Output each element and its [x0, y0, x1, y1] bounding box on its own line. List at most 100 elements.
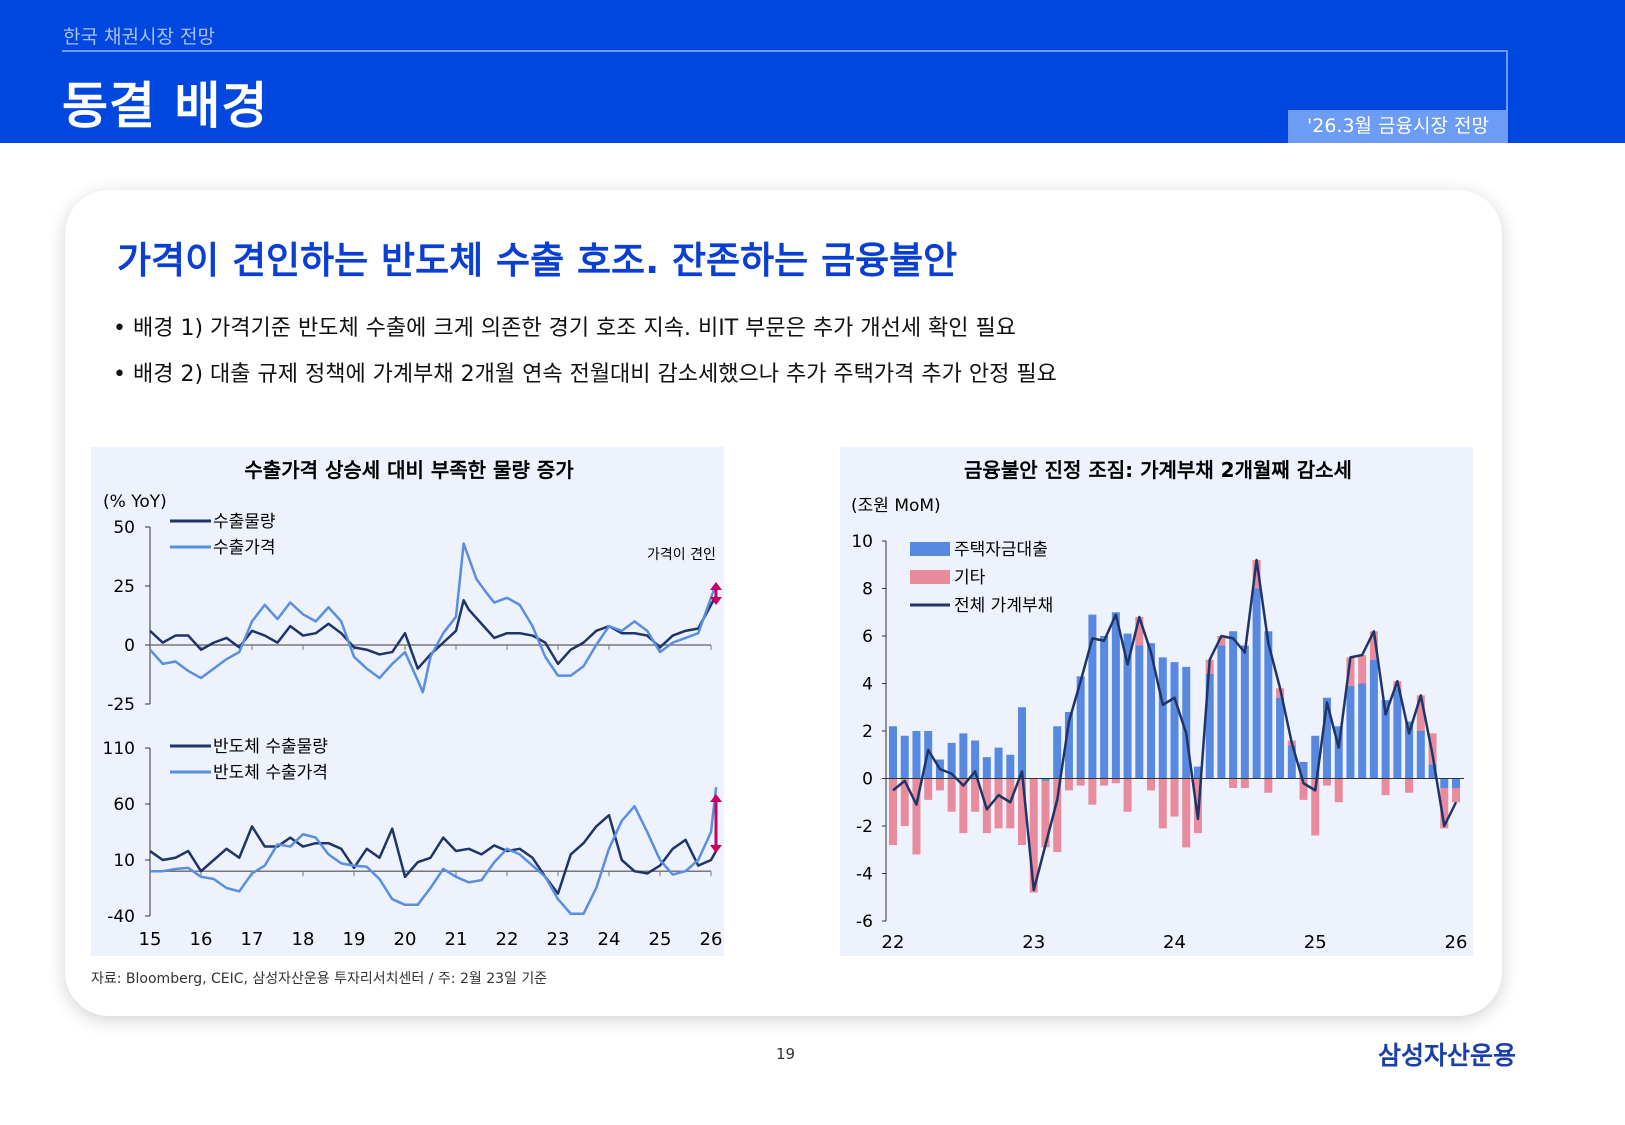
arrow-head-icon: [710, 597, 722, 605]
y-axis-unit: (% YoY): [103, 492, 167, 512]
header-bar: 한국 채권시장 전망 동결 배경 '26.3월 금융시장 전망: [0, 0, 1625, 143]
bar-housing-loan: [1299, 761, 1308, 779]
x-tick-label: 15: [139, 929, 162, 950]
bar-housing-loan: [1088, 614, 1097, 779]
y-tick-label: -25: [107, 695, 135, 715]
bar-housing-loan: [1405, 721, 1414, 779]
legend-swatch: [910, 542, 950, 556]
bar-other: [1053, 778, 1062, 853]
chart-title: 수출가격 상승세 대비 부족한 물량 증가: [244, 458, 574, 482]
y-tick-label: 60: [113, 795, 135, 815]
bar-housing-loan: [1416, 731, 1425, 779]
x-tick-label: 23: [1022, 932, 1045, 953]
bar-housing-loan: [1358, 683, 1367, 779]
bar-other: [1135, 617, 1144, 646]
header-divider: [62, 50, 1508, 52]
x-tick-label: 17: [241, 929, 264, 950]
bar-housing-loan: [1111, 612, 1120, 779]
legend-label: 기타: [954, 568, 986, 588]
bullet-2: • 배경 2) 대출 규제 정책에 가계부채 2개월 연속 전월대비 감소세했으…: [113, 362, 1057, 387]
x-tick-label: 21: [445, 929, 468, 950]
bar-housing-loan: [1452, 778, 1460, 788]
bar-other: [959, 778, 968, 834]
bar-housing-loan: [1264, 631, 1273, 779]
legend-label: 반도체 수출가격: [213, 763, 328, 783]
bar-housing-loan: [1147, 643, 1156, 779]
y-tick-label: -4: [856, 865, 873, 885]
chart-title: 금융불안 진정 조짐: 가계부채 2개월째 감소세: [964, 458, 1352, 482]
bar-other: [1358, 655, 1367, 684]
bar-other: [1217, 636, 1226, 646]
bar-other: [1416, 695, 1425, 731]
bar-housing-loan: [947, 742, 956, 779]
bar-housing-loan: [1381, 700, 1390, 779]
x-tick-label: 16: [190, 929, 213, 950]
bar-housing-loan: [1217, 645, 1226, 779]
bar-housing-loan: [1440, 778, 1449, 788]
bar-other: [1240, 778, 1249, 788]
bar-housing-loan: [1158, 657, 1167, 779]
bar-other: [912, 778, 921, 855]
bar-housing-loan: [1006, 754, 1015, 779]
legend-label: 수출물량: [213, 512, 276, 532]
bar-housing-loan: [1123, 633, 1132, 779]
x-tick-label: 18: [292, 929, 315, 950]
y-tick-label: 2: [862, 722, 873, 742]
bar-housing-loan: [1334, 726, 1343, 779]
bar-other: [1440, 788, 1449, 829]
x-tick-label: 22: [882, 932, 905, 953]
y-axis-unit: (조원 MoM): [851, 496, 941, 516]
bar-housing-loan: [1193, 766, 1202, 779]
bar-other: [1369, 631, 1378, 660]
bar-housing-loan: [1369, 659, 1378, 779]
bar-housing-loan: [1393, 688, 1402, 779]
bar-other: [1334, 778, 1343, 803]
bar-other: [1018, 778, 1027, 845]
export-chart: 수출가격 상승세 대비 부족한 물량 증가 (% YoY) 가격이 견인 50 2…: [103, 458, 723, 950]
y-tick-label: 6: [862, 627, 873, 647]
bar-other: [994, 778, 1003, 829]
source-note: 자료: Bloomberg, CEIC, 삼성자산운용 투자리서치센터 / 주:…: [91, 971, 548, 987]
bar-housing-loan: [1076, 676, 1085, 779]
y-tick-label: 10: [851, 532, 873, 552]
bar-other: [1452, 788, 1460, 803]
bar-housing-loan: [1346, 685, 1355, 779]
report-badge: '26.3월 금융시장 전망: [1288, 110, 1508, 143]
y-tick-label: -40: [107, 907, 135, 927]
bar-housing-loan: [1287, 745, 1296, 779]
bar-housing-loan: [1182, 666, 1191, 779]
bar-other: [924, 778, 933, 800]
bar-other: [1088, 778, 1097, 805]
series-line-price: [150, 787, 718, 916]
bar-other: [947, 778, 956, 812]
bar-housing-loan: [994, 747, 1003, 779]
y-tick-label: 50: [113, 518, 135, 538]
bar-housing-loan: [1276, 697, 1285, 779]
bar-housing-loan: [1170, 662, 1179, 779]
bar-housing-loan: [1240, 645, 1249, 779]
y-tick-label: 110: [103, 739, 135, 759]
series-line-volume: [149, 813, 718, 895]
legend-label: 주택자금대출: [954, 540, 1048, 560]
bar-other: [1346, 657, 1355, 686]
bar-housing-loan: [959, 733, 968, 779]
series-line-price: [149, 542, 718, 694]
bar-other: [1147, 778, 1156, 791]
annotation-label: 가격이 견인: [647, 547, 716, 563]
bar-other: [1100, 778, 1109, 786]
bar-housing-loan: [1018, 707, 1027, 779]
x-tick-label: 24: [598, 929, 621, 950]
bar-other: [1252, 560, 1261, 589]
bar-other: [1076, 778, 1085, 786]
legend-swatch: [910, 570, 950, 584]
bar-other: [1170, 778, 1179, 817]
bar-housing-loan: [1041, 778, 1050, 781]
legend-label: 수출가격: [213, 538, 276, 558]
page-title: 동결 배경: [62, 77, 269, 135]
x-tick-label: 20: [394, 929, 417, 950]
x-tick-label: 23: [547, 929, 570, 950]
household-debt-chart-panel: 금융불안 진정 조짐: 가계부채 2개월째 감소세 (조원 MoM) 10 8 6 4…: [840, 447, 1473, 956]
y-tick-label: -6: [856, 912, 873, 932]
bar-other: [1041, 780, 1050, 848]
bar-housing-loan: [1064, 712, 1073, 779]
